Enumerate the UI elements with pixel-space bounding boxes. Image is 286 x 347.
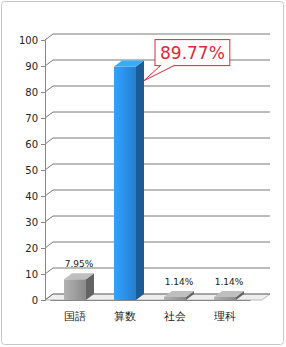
y-tick-mark [41, 274, 45, 275]
y-tick-label: 100 [19, 35, 38, 46]
bar-top [164, 291, 194, 297]
y-axis: 0 10 20 30 40 50 60 70 80 90 100 [19, 35, 46, 306]
y-tick: 50 [25, 165, 45, 176]
chart-svg: 0 10 20 30 40 50 60 70 80 90 100 国語 算数 社会 理科 7.95% 89.77… [0, 0, 286, 347]
x-tick-label: 社会 [164, 310, 186, 323]
y-tick-mark [41, 66, 45, 67]
grid-line [45, 190, 270, 196]
bar-top [114, 61, 144, 67]
grid-line [45, 112, 270, 118]
y-tick-label: 20 [25, 243, 38, 254]
x-tick-label: 国語 [64, 310, 86, 323]
y-tick-label: 10 [25, 269, 38, 280]
bar [114, 67, 136, 300]
y-tick: 90 [25, 61, 45, 72]
y-tick-label: 90 [25, 61, 38, 72]
y-tick-mark [41, 170, 45, 171]
y-tick: 100 [19, 35, 45, 46]
bars [64, 61, 244, 300]
y-tick-label: 40 [25, 191, 38, 202]
y-tick-label: 60 [25, 139, 38, 150]
x-tick: 理科 [214, 300, 236, 323]
y-tick: 10 [25, 269, 45, 280]
callout-pointer [144, 65, 175, 81]
y-tick: 30 [25, 217, 45, 228]
y-tick: 80 [25, 87, 45, 98]
grid-line [45, 164, 270, 170]
y-tick: 70 [25, 113, 45, 124]
data-label: 1.14% [215, 277, 244, 287]
data-label: 1.14% [165, 277, 194, 287]
x-tick: 算数 [114, 300, 136, 323]
y-tick-mark [41, 118, 45, 119]
x-axis: 国語 算数 社会 理科 [51, 300, 251, 323]
chart-container: 0 10 20 30 40 50 60 70 80 90 100 国語 算数 社会 理科 7.95% 89.77… [0, 0, 286, 347]
grid-line [45, 138, 270, 144]
y-tick-mark [41, 144, 45, 145]
callout-box [155, 40, 230, 66]
y-tick: 60 [25, 139, 45, 150]
y-tick-mark [41, 92, 45, 93]
x-tick-label: 算数 [114, 310, 136, 323]
y-axis-line [41, 41, 46, 301]
data-label: 7.95% [65, 259, 94, 269]
bar [214, 297, 236, 300]
bar [164, 297, 186, 300]
x-tick: 国語 [64, 300, 86, 323]
y-tick-mark [41, 300, 45, 301]
data-labels: 7.95% 89.77% 1.14% 1.14% [65, 40, 244, 287]
y-tick: 20 [25, 243, 45, 254]
grid-line [45, 216, 270, 222]
grid-line [45, 86, 270, 92]
y-tick: 40 [25, 191, 45, 202]
bar-side [136, 61, 144, 300]
y-tick-label: 80 [25, 87, 38, 98]
frame [2, 2, 284, 345]
y-tick-mark [41, 222, 45, 223]
bar [64, 279, 86, 300]
x-tick-label: 理科 [214, 310, 236, 323]
x-tick: 社会 [164, 300, 186, 323]
y-tick-label: 50 [25, 165, 38, 176]
data-label: 89.77% [160, 43, 225, 63]
y-tick-mark [41, 40, 45, 41]
y-tick-mark [41, 248, 45, 249]
bar-top [64, 273, 94, 279]
y-tick-label: 30 [25, 217, 38, 228]
y-tick-label: 0 [32, 295, 38, 306]
grid-line [45, 242, 270, 248]
x-axis-line [51, 300, 251, 301]
grid [45, 34, 270, 300]
bar-top [214, 291, 244, 297]
callout: 89.77% [144, 40, 230, 81]
y-tick-label: 70 [25, 113, 38, 124]
y-tick: 0 [32, 295, 45, 306]
y-tick-mark [41, 196, 45, 197]
